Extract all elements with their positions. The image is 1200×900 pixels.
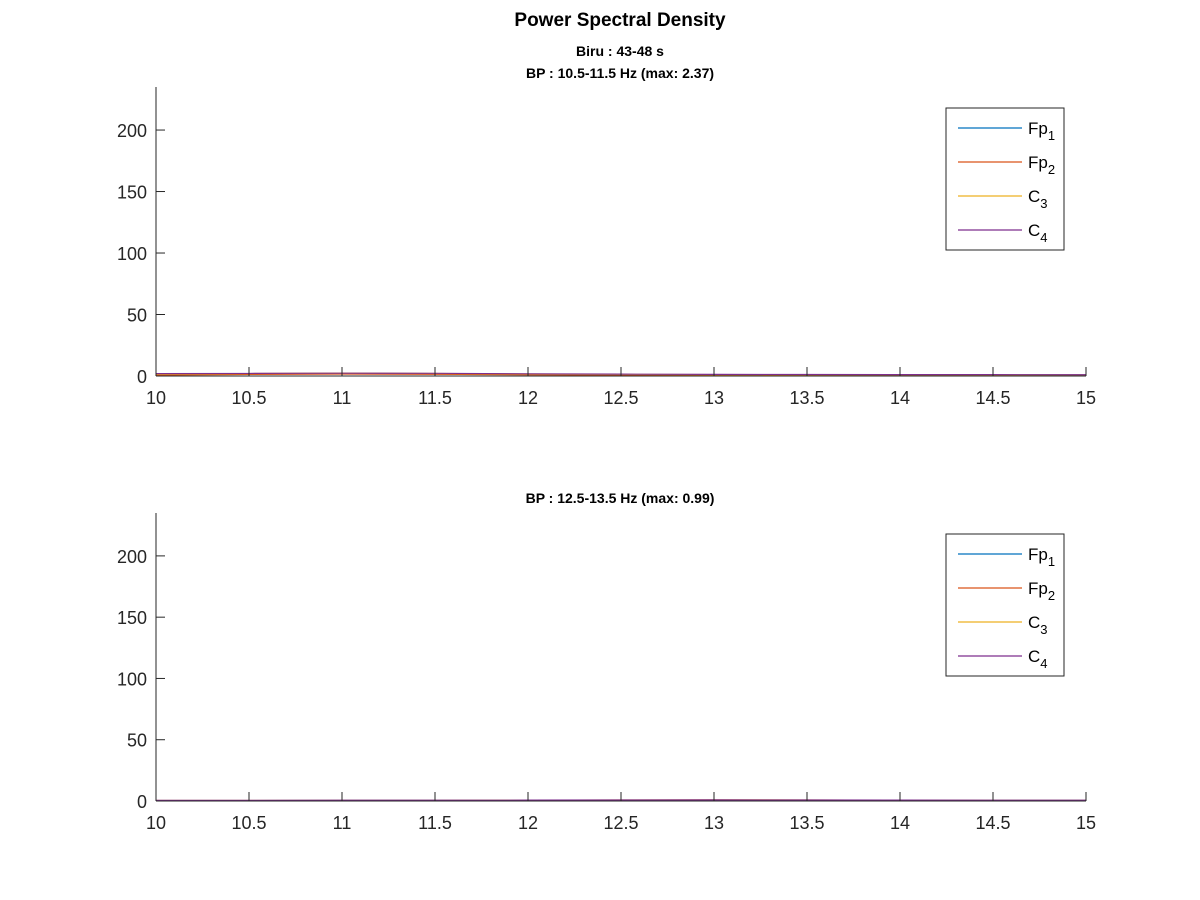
legend-box — [945, 533, 1065, 677]
x-tick-label: 14.5 — [975, 388, 1010, 408]
x-tick-label: 11 — [333, 813, 352, 833]
legend-entry: C4 — [1028, 647, 1048, 671]
y-tick-label: 150 — [117, 183, 147, 203]
legend-box — [945, 107, 1065, 251]
legend-entry: Fp2 — [1028, 153, 1055, 177]
y-tick-label: 0 — [137, 367, 147, 387]
axes-1: 10 10.5 11 11.5 12 12.5 13 13.5 14 14.5 1505010015… — [117, 87, 1096, 408]
x-tick-label: 13 — [704, 388, 724, 408]
x-tick-label: 13.5 — [789, 388, 824, 408]
x-tick-label: 13 — [704, 813, 724, 833]
axes-1-title: BP : 10.5-11.5 Hz (max: 2.37) — [525, 65, 715, 81]
axes-2: 10 10.5 11 11.5 12 12.5 13 13.5 14 14.5 1505010015… — [117, 513, 1096, 833]
x-tick-label: 11.5 — [418, 388, 452, 408]
x-tick-label: 15 — [1076, 813, 1096, 833]
y-tick-label: 50 — [127, 731, 147, 751]
x-tick-label: 10.5 — [231, 813, 266, 833]
x-tick-label: 14.5 — [975, 813, 1010, 833]
figure-subtitle: Biru : 43-48 s — [576, 43, 664, 59]
legend-entry: C3 — [1028, 613, 1048, 637]
legend-entry: Fp1 — [1028, 545, 1055, 569]
x-tick-label: 12 — [518, 388, 538, 408]
y-tick-label: 100 — [117, 244, 147, 264]
x-tick-label: 10 — [146, 813, 166, 833]
x-tick-label: 11.5 — [418, 813, 452, 833]
figure-title: Power Spectral Density — [514, 10, 726, 31]
y-tick-label: 200 — [117, 547, 147, 567]
y-tick-label: 0 — [137, 792, 147, 812]
y-tick-label: 200 — [117, 121, 147, 141]
x-tick-label: 12.5 — [603, 388, 638, 408]
x-tick-label: 10 — [146, 388, 166, 408]
x-tick-label: 10.5 — [231, 388, 266, 408]
x-tick-label: 12 — [518, 813, 538, 833]
y-tick-label: 100 — [117, 669, 147, 689]
legend-entry: Fp2 — [1028, 579, 1055, 603]
legend-entry: C3 — [1028, 187, 1048, 211]
x-tick-label: 14 — [890, 388, 910, 408]
x-tick-label: 13.5 — [789, 813, 824, 833]
x-tick-label: 14 — [890, 813, 910, 833]
legend-entry: Fp1 — [1028, 119, 1055, 143]
y-tick-label: 150 — [117, 608, 147, 628]
x-tick-label: 15 — [1076, 388, 1096, 408]
x-tick-label: 11 — [333, 388, 352, 408]
y-tick-label: 50 — [127, 306, 147, 326]
legend-entry: C4 — [1028, 221, 1048, 245]
x-tick-label: 12.5 — [603, 813, 638, 833]
axes-2-title: BP : 12.5-13.5 Hz (max: 0.99) — [525, 490, 715, 506]
